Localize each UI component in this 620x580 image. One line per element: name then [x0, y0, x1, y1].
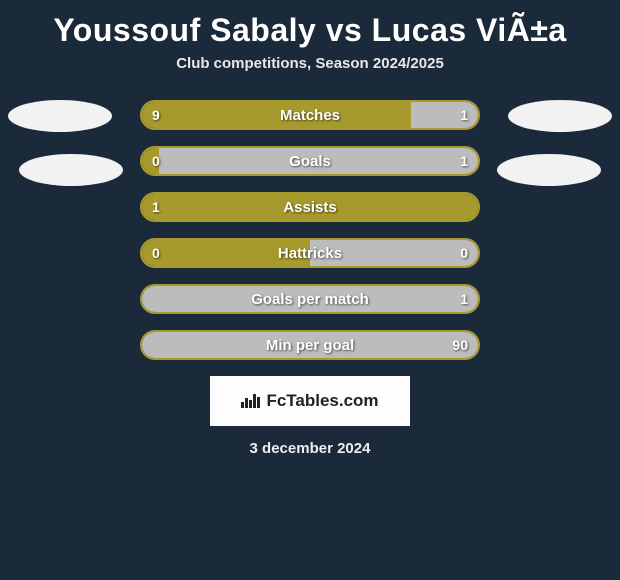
team-right-avatar: [497, 154, 601, 186]
page-title: Youssouf Sabaly vs Lucas ViÃ±a: [0, 0, 620, 55]
player-left-avatar: [8, 100, 112, 132]
team-left-avatar: [19, 154, 123, 186]
player-right-avatar: [508, 100, 612, 132]
stat-row: 91Matches: [140, 100, 480, 130]
bars-container: 91Matches 01Goals 1Assists 00Hattricks 1Goal…: [0, 100, 620, 360]
stat-fill-left: [142, 148, 159, 174]
stat-row: 01Goals: [140, 146, 480, 176]
stat-row: 00Hattricks: [140, 238, 480, 268]
branding-badge: FcTables.com: [210, 376, 410, 426]
page-subtitle: Club competitions, Season 2024/2025: [0, 55, 620, 72]
stat-fill-right: [142, 286, 478, 312]
stat-row: 1Assists: [140, 192, 480, 222]
stat-fill-left: [142, 102, 411, 128]
stat-fill-right: [411, 102, 478, 128]
chart-icon: [241, 394, 260, 408]
comparison-chart: 91Matches 01Goals 1Assists 00Hattricks 1Goal…: [0, 100, 620, 360]
stat-row: 90Min per goal: [140, 330, 480, 360]
stat-row: 1Goals per match: [140, 284, 480, 314]
branding-text: FcTables.com: [266, 391, 378, 411]
stat-fill-right: [142, 332, 478, 358]
stat-fill-right: [159, 148, 478, 174]
stat-fill-right: [310, 240, 478, 266]
stat-fill-left: [142, 240, 310, 266]
footer-date: 3 december 2024: [0, 440, 620, 457]
stat-fill-left: [142, 194, 478, 220]
